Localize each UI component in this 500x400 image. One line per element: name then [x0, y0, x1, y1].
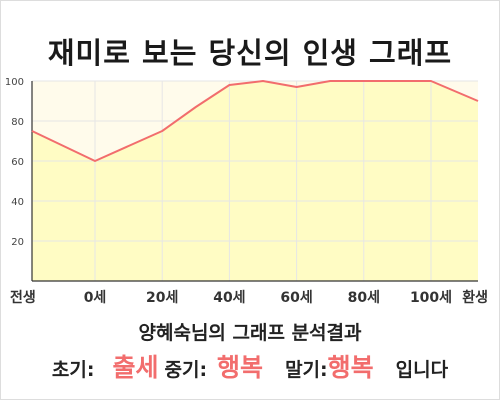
x-tick-label: 전생 [10, 289, 36, 306]
x-tick-label: 20세 [146, 290, 178, 306]
y-tick-label: 40 [11, 197, 24, 208]
area-fill [32, 81, 478, 281]
y-tick-label: 60 [11, 157, 24, 168]
x-tick-label: 80세 [348, 290, 380, 306]
x-tick-label: 환생 [462, 289, 488, 306]
early-label: 초기: [51, 359, 95, 381]
analysis-subtitle: 양혜숙님의 그래프 분석결과 [138, 322, 362, 344]
mid-value: 행복 [217, 353, 264, 382]
x-tick-label: 60세 [280, 290, 312, 306]
ending-text: 입니다 [395, 359, 449, 381]
analysis-result: 초기: 출세 중기: 행복 말기:행복 입니다 [0, 348, 500, 384]
mid-label: 중기: [164, 359, 208, 381]
y-tick-label: 100 [5, 77, 24, 88]
x-tick-label: 0세 [84, 290, 107, 306]
y-tick-label: 20 [11, 237, 24, 248]
early-value: 출세 [112, 353, 159, 382]
x-tick-label: 100세 [410, 290, 452, 306]
late-label: 말기: [285, 359, 328, 381]
y-tick-label: 80 [11, 117, 24, 128]
late-value: 행복 [327, 353, 374, 382]
chart-title: 재미로 보는 당신의 인생 그래프 [47, 36, 453, 70]
x-tick-label: 40세 [213, 290, 245, 306]
series-line [31, 80, 479, 162]
